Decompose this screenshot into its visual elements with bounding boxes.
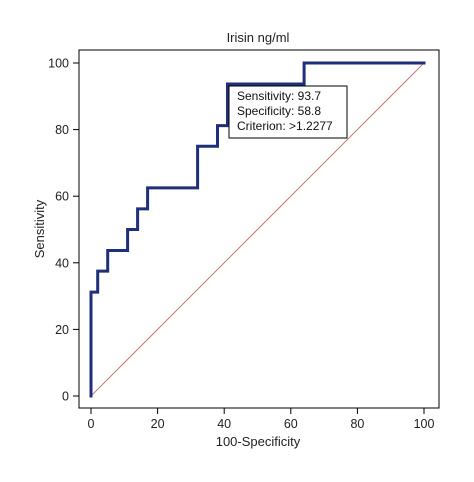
y-tick-label: 60 [55,190,69,204]
y-axis-title: Sensitivity [32,199,47,258]
y-tick-label: 80 [55,123,69,137]
plot-frame [78,49,440,409]
x-axis: 0 20 40 60 80 100 [88,408,435,431]
roc-curve [89,61,426,398]
y-tick-label: 100 [48,57,69,71]
x-tick-label: 0 [88,417,95,431]
x-axis-title: 100-Specificity [216,434,301,449]
x-tick-label: 100 [414,417,435,431]
x-tick-label: 60 [284,417,298,431]
annotation-line: Sensitivity: 93.7 [237,89,321,103]
annotation-box [228,85,348,139]
plot-area [89,61,426,398]
y-tick-label: 20 [55,323,69,337]
x-tick-label: 40 [217,417,231,431]
annotation-line: Criterion: >1.2277 [237,119,333,133]
x-tick-label: 20 [151,417,165,431]
reference-diagonal-line [90,62,425,397]
annotation-line: Specificity: 58.8 [237,104,321,118]
x-tick-label: 80 [350,417,364,431]
chart-title: Irisin ng/ml [227,30,290,45]
y-tick-label: 0 [62,390,69,404]
y-axis: 0 20 40 60 80 100 [48,57,79,404]
y-tick-label: 40 [55,256,69,270]
